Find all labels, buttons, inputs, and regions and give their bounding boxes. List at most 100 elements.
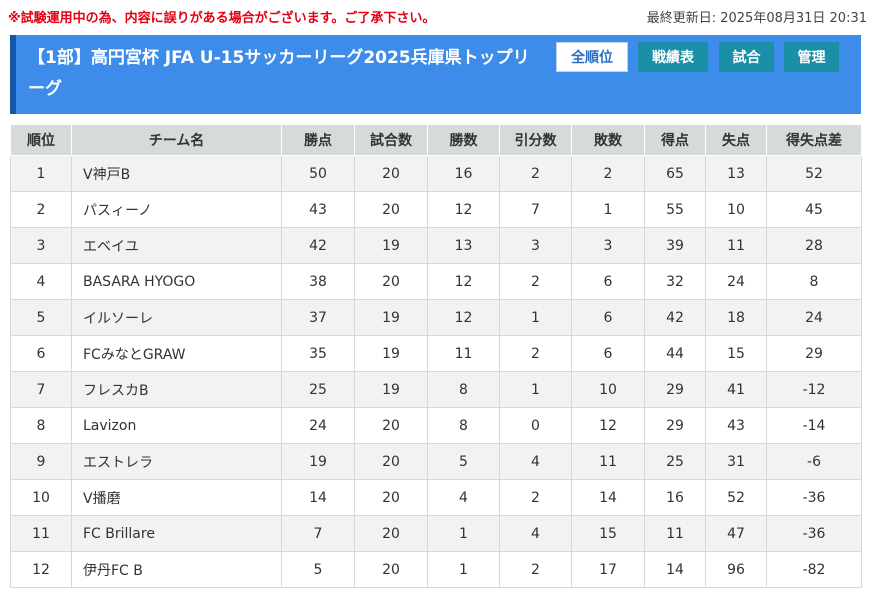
- wins-cell: 1: [427, 551, 500, 588]
- goal-diff-cell: -12: [766, 371, 862, 408]
- draws-cell: 2: [499, 263, 572, 300]
- rank-cell: 4: [10, 263, 72, 300]
- goal-diff-cell: -82: [766, 551, 862, 588]
- goals-for-cell: 16: [644, 479, 706, 516]
- team-name-cell[interactable]: Lavizon: [71, 407, 282, 444]
- rank-cell: 9: [10, 443, 72, 480]
- table-row: 2 パスィーノ 43 20 12 7 1 55 10 45: [10, 191, 862, 228]
- standings-table: 順位 チーム名 勝点 試合数 勝数 引分数 敗数 得点 失点 得失点差 1 V神戸B 50 20 16 2 2…: [10, 124, 862, 588]
- rank-cell: 7: [10, 371, 72, 408]
- team-name-cell[interactable]: エストレラ: [71, 443, 282, 480]
- rank-cell: 5: [10, 299, 72, 336]
- draws-cell: 3: [499, 227, 572, 264]
- goal-diff-cell: -36: [766, 479, 862, 516]
- table-row: 12 伊丹FC B 5 20 1 2 17 14 96 -82: [10, 551, 862, 588]
- losses-cell: 11: [571, 443, 645, 480]
- points-cell: 50: [281, 155, 355, 192]
- team-name-cell[interactable]: V神戸B: [71, 155, 282, 192]
- table-row: 9 エストレラ 19 20 5 4 11 25 31 -6: [10, 443, 862, 480]
- team-name-cell[interactable]: FC Brillare: [71, 515, 282, 552]
- league-header: 【1部】高円宮杯 JFA U-15サッカーリーグ2025兵庫県トップリーグ 全順…: [10, 35, 861, 114]
- goals-for-cell: 55: [644, 191, 706, 228]
- goal-diff-cell: -6: [766, 443, 862, 480]
- header-rank: 順位: [10, 124, 72, 156]
- team-name-cell[interactable]: BASARA HYOGO: [71, 263, 282, 300]
- wins-cell: 16: [427, 155, 500, 192]
- matches-tab-button[interactable]: 試合: [719, 42, 774, 72]
- goals-for-cell: 32: [644, 263, 706, 300]
- points-cell: 42: [281, 227, 355, 264]
- played-cell: 19: [354, 299, 428, 336]
- losses-cell: 3: [571, 227, 645, 264]
- standings-tab-button[interactable]: 全順位: [556, 42, 628, 72]
- goals-for-cell: 29: [644, 407, 706, 444]
- header-draws: 引分数: [499, 124, 572, 156]
- wins-cell: 4: [427, 479, 500, 516]
- header-goals-against: 失点: [705, 124, 767, 156]
- played-cell: 20: [354, 479, 428, 516]
- draws-cell: 1: [499, 299, 572, 336]
- draws-cell: 2: [499, 479, 572, 516]
- goals-against-cell: 47: [705, 515, 767, 552]
- goals-for-cell: 14: [644, 551, 706, 588]
- losses-cell: 1: [571, 191, 645, 228]
- rank-cell: 12: [10, 551, 72, 588]
- header-played: 試合数: [354, 124, 428, 156]
- team-name-cell[interactable]: イルソーレ: [71, 299, 282, 336]
- last-updated: 最終更新日: 2025年08月31日 20:31: [646, 11, 867, 26]
- points-cell: 19: [281, 443, 355, 480]
- played-cell: 20: [354, 263, 428, 300]
- admin-tab-button[interactable]: 管理: [784, 42, 839, 72]
- goal-diff-cell: 24: [766, 299, 862, 336]
- goals-against-cell: 31: [705, 443, 767, 480]
- table-row: 4 BASARA HYOGO 38 20 12 2 6 32 24 8: [10, 263, 862, 300]
- goals-for-cell: 25: [644, 443, 706, 480]
- wins-cell: 13: [427, 227, 500, 264]
- team-name-cell[interactable]: 伊丹FC B: [71, 551, 282, 588]
- played-cell: 19: [354, 335, 428, 372]
- top-info-bar: ※試験運用中の為、内容に誤りがある場合がございます。ご了承下さい。 最終更新日:…: [8, 9, 867, 29]
- losses-cell: 6: [571, 263, 645, 300]
- losses-cell: 15: [571, 515, 645, 552]
- team-name-cell[interactable]: パスィーノ: [71, 191, 282, 228]
- rank-cell: 1: [10, 155, 72, 192]
- played-cell: 20: [354, 191, 428, 228]
- header-wins: 勝数: [427, 124, 500, 156]
- team-name-cell[interactable]: エベイユ: [71, 227, 282, 264]
- goal-diff-cell: 8: [766, 263, 862, 300]
- draws-cell: 1: [499, 371, 572, 408]
- played-cell: 20: [354, 155, 428, 192]
- goals-for-cell: 29: [644, 371, 706, 408]
- losses-cell: 2: [571, 155, 645, 192]
- points-cell: 5: [281, 551, 355, 588]
- goals-for-cell: 11: [644, 515, 706, 552]
- team-name-cell[interactable]: FCみなとGRAW: [71, 335, 282, 372]
- wins-cell: 12: [427, 299, 500, 336]
- points-cell: 24: [281, 407, 355, 444]
- goals-for-cell: 44: [644, 335, 706, 372]
- goals-against-cell: 41: [705, 371, 767, 408]
- goals-for-cell: 42: [644, 299, 706, 336]
- draws-cell: 2: [499, 335, 572, 372]
- table-row: 8 Lavizon 24 20 8 0 12 29 43 -14: [10, 407, 862, 444]
- header-team: チーム名: [71, 124, 282, 156]
- losses-cell: 14: [571, 479, 645, 516]
- wins-cell: 11: [427, 335, 500, 372]
- rank-cell: 10: [10, 479, 72, 516]
- goal-diff-cell: 28: [766, 227, 862, 264]
- losses-cell: 12: [571, 407, 645, 444]
- results-tab-button[interactable]: 戦績表: [638, 42, 708, 72]
- points-cell: 43: [281, 191, 355, 228]
- played-cell: 19: [354, 371, 428, 408]
- header-points: 勝点: [281, 124, 355, 156]
- wins-cell: 12: [427, 263, 500, 300]
- goal-diff-cell: 45: [766, 191, 862, 228]
- header-goals-for: 得点: [644, 124, 706, 156]
- points-cell: 37: [281, 299, 355, 336]
- goals-for-cell: 39: [644, 227, 706, 264]
- played-cell: 20: [354, 407, 428, 444]
- team-name-cell[interactable]: V播磨: [71, 479, 282, 516]
- rank-cell: 3: [10, 227, 72, 264]
- team-name-cell[interactable]: フレスカB: [71, 371, 282, 408]
- wins-cell: 12: [427, 191, 500, 228]
